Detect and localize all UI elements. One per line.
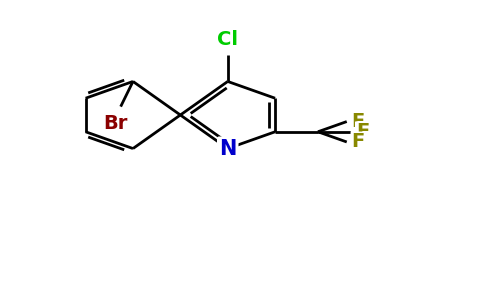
- Text: N: N: [219, 139, 236, 158]
- Text: F: F: [351, 133, 365, 152]
- Text: Br: Br: [104, 114, 128, 133]
- Text: F: F: [351, 112, 365, 131]
- Text: Cl: Cl: [217, 30, 238, 50]
- Text: F: F: [356, 122, 369, 141]
